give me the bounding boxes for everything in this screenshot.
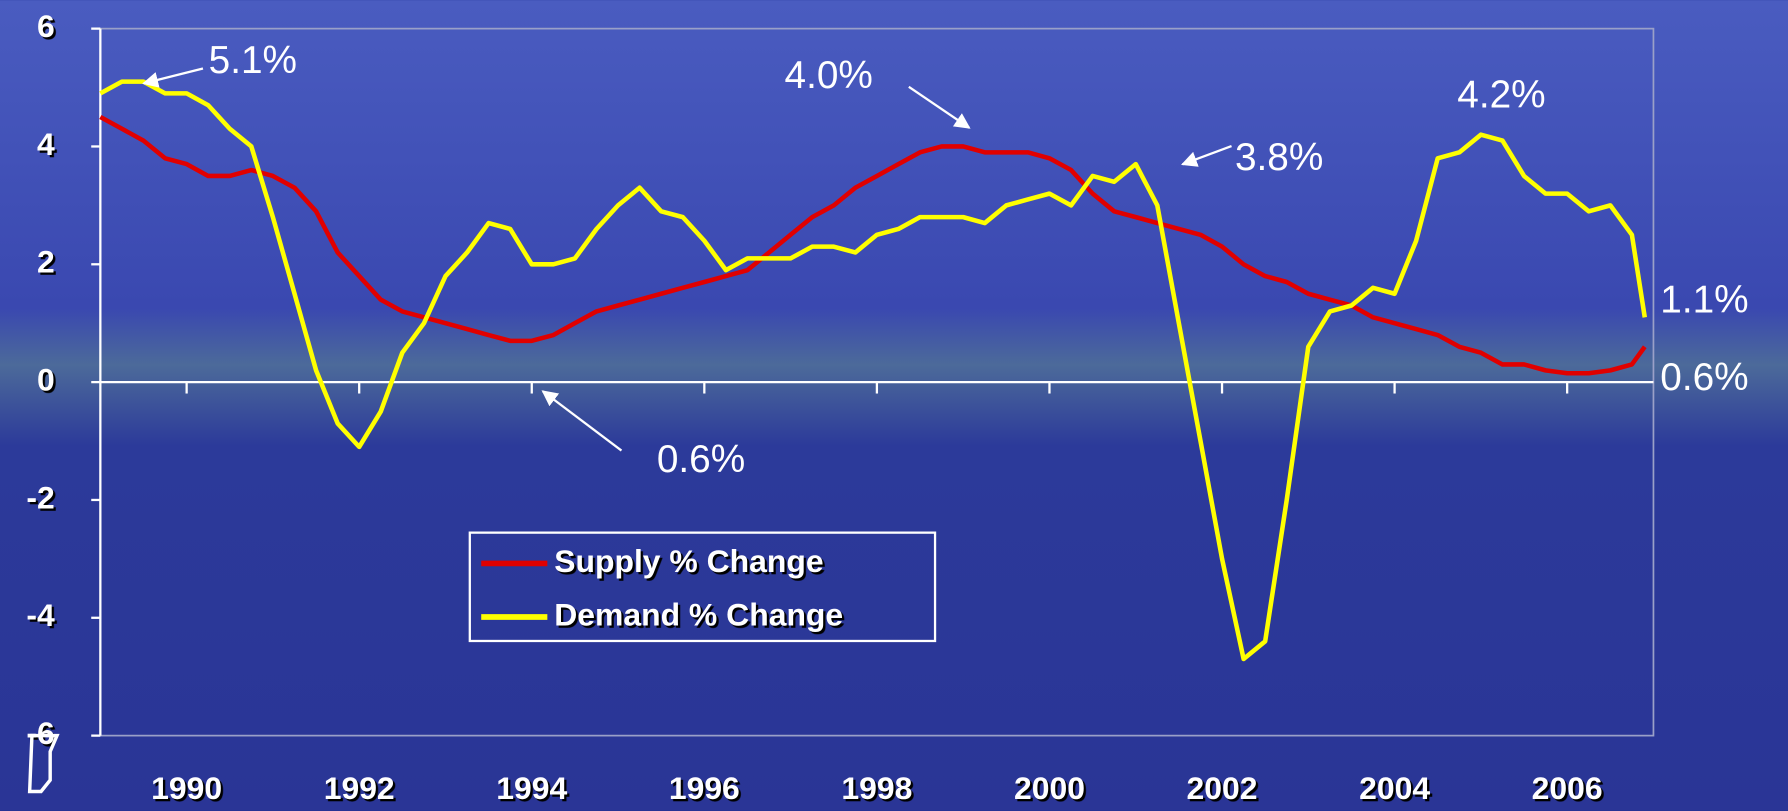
y-tick-label: 6 (37, 8, 55, 44)
x-tick-label: 1998 (841, 770, 912, 806)
y-tick-label: -4 (26, 597, 55, 633)
x-tick-label: 1990 (151, 770, 222, 806)
x-tick-label: 2004 (1359, 770, 1430, 806)
x-tick-label: 1996 (669, 770, 740, 806)
x-tick-label: 1994 (496, 770, 567, 806)
background (0, 0, 1788, 811)
y-tick-label: 4 (37, 126, 55, 162)
x-tick-label: 2006 (1532, 770, 1603, 806)
annotation: 1.1% (1660, 279, 1748, 322)
annotation: 0.6% (1660, 356, 1748, 399)
y-tick-label: -2 (26, 479, 54, 515)
annotation: 0.6% (657, 438, 745, 481)
annotation: 4.0% (785, 54, 873, 97)
chart: -6-4-20246199019921994199619982000200220… (0, 0, 1788, 811)
x-tick-label: 1992 (324, 770, 395, 806)
y-tick-label: 0 (37, 362, 55, 398)
x-tick-label: 2000 (1014, 770, 1085, 806)
legend-label: Supply % Change (554, 543, 823, 579)
annotation: 3.8% (1235, 136, 1323, 179)
annotation: 5.1% (209, 39, 297, 82)
x-tick-label: 2002 (1187, 770, 1258, 806)
legend-label: Demand % Change (554, 596, 843, 632)
annotation: 4.2% (1457, 73, 1545, 116)
y-tick-label: 2 (37, 244, 55, 280)
